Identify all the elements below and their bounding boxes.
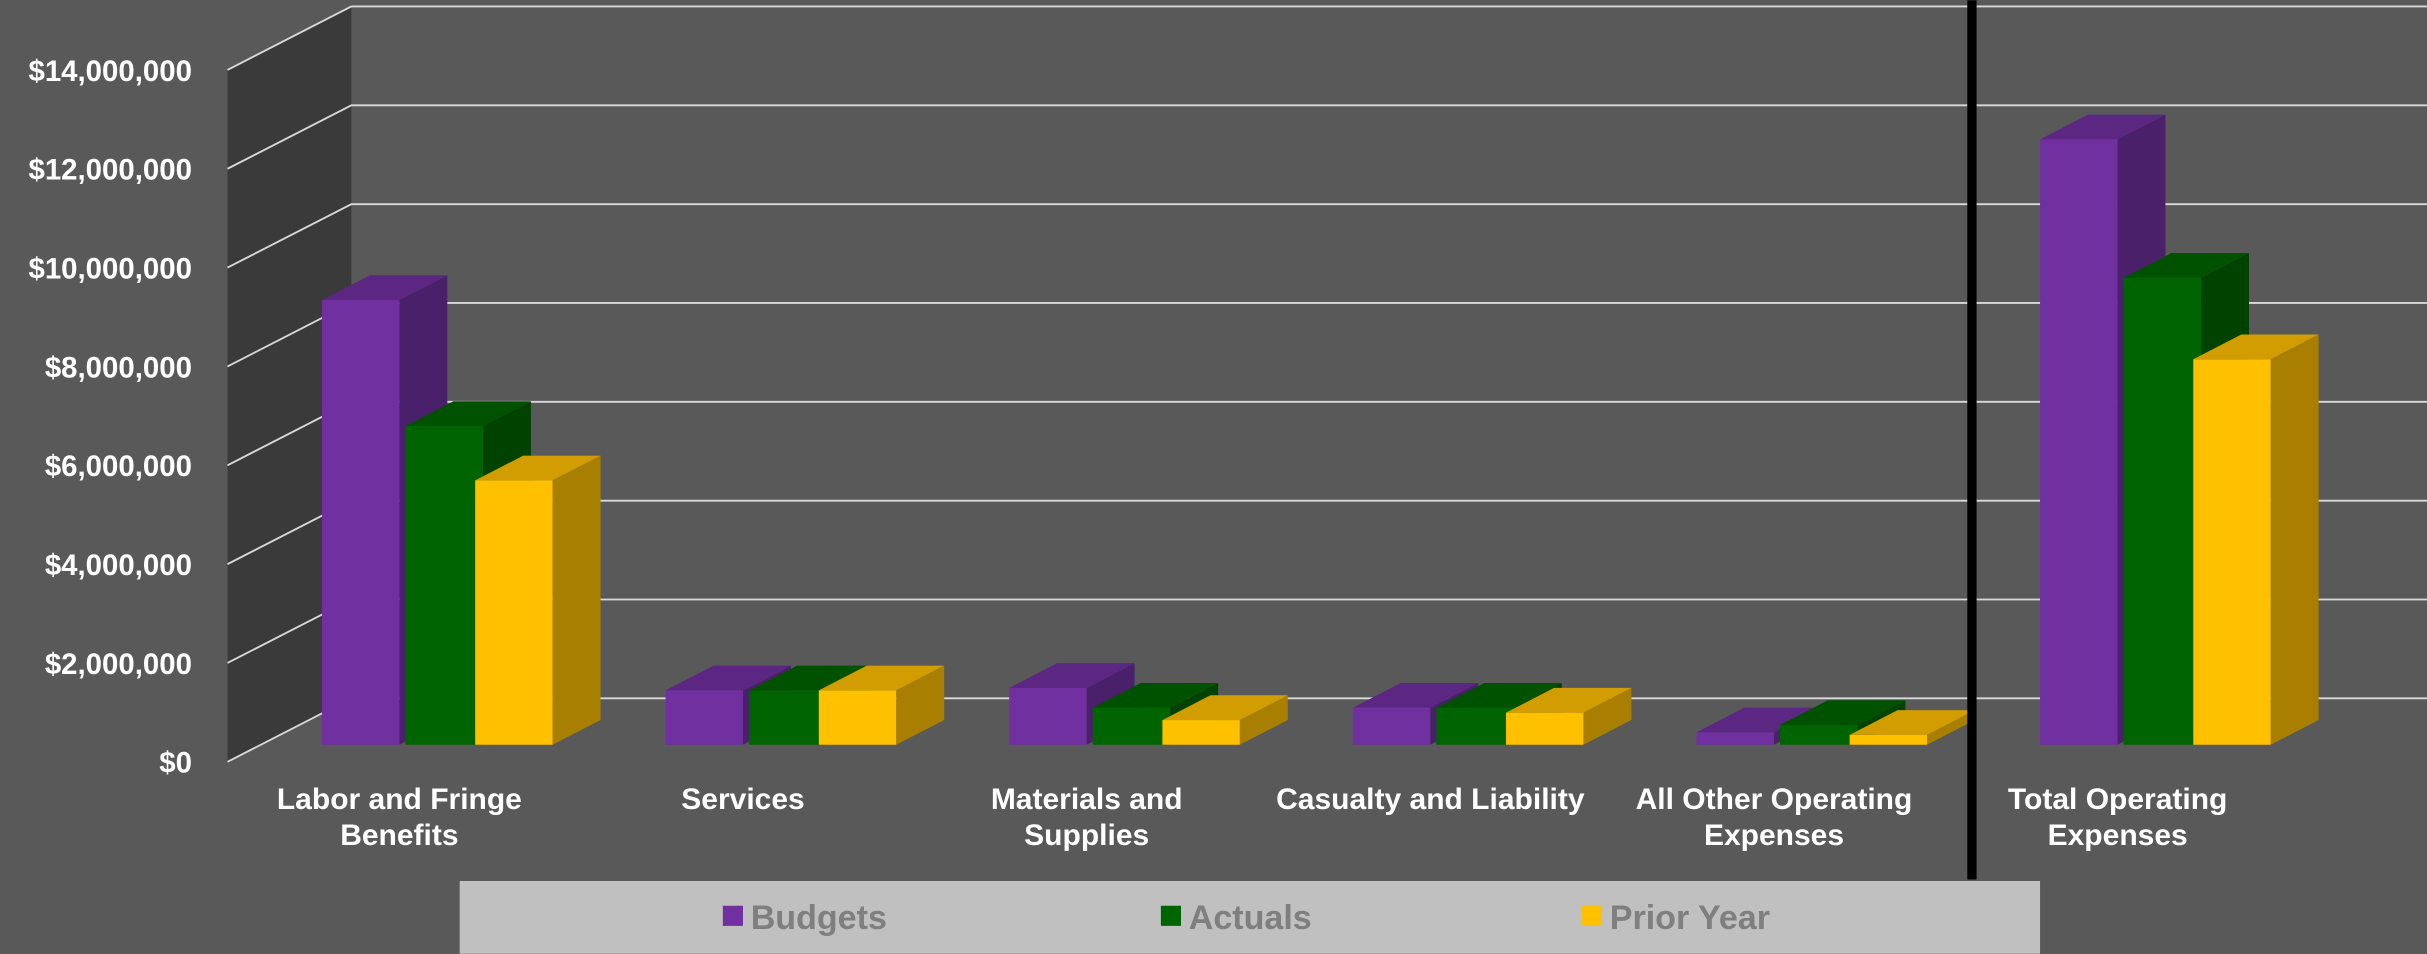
bar-front — [1849, 734, 1928, 745]
bar-front — [749, 690, 827, 745]
bar — [1162, 695, 1288, 745]
bar-side — [2270, 334, 2319, 745]
y-tick-label: $0 — [159, 747, 192, 780]
bar-side — [896, 665, 945, 745]
grid-line — [227, 5, 2427, 71]
bar-top — [1162, 695, 1288, 721]
side-wall — [227, 6, 352, 762]
bar-front — [1352, 707, 1431, 745]
legend-label: Budgets — [751, 899, 887, 937]
bar — [1506, 687, 1632, 745]
bar-front — [2193, 359, 2271, 745]
bar-top — [1352, 682, 1479, 708]
legend-swatch — [1581, 905, 1603, 926]
bar-front — [1696, 732, 1774, 745]
bar-front — [1436, 707, 1514, 745]
bar-top — [405, 401, 531, 427]
legend-swatch — [722, 905, 743, 926]
y-tick-label: $14,000,000 — [28, 55, 191, 88]
bar-front — [2040, 139, 2118, 745]
x-tick-label: Materials and Supplies — [990, 782, 1183, 852]
x-tick-label: Casualty and Liability — [1276, 782, 1585, 816]
bar-side — [1927, 710, 1976, 745]
bar-top — [1009, 663, 1135, 688]
bar-side — [1239, 695, 1288, 745]
bar-top — [1780, 700, 1906, 726]
bar-front — [1162, 720, 1240, 745]
y-tick-label: $12,000,000 — [28, 154, 191, 187]
bar-top — [1092, 682, 1219, 708]
bar-side — [1583, 687, 1632, 745]
bar-front — [1009, 687, 1087, 745]
bar — [475, 455, 601, 745]
bar-top — [818, 665, 945, 691]
legend-label: Prior Year — [1610, 899, 1770, 937]
bar-top — [475, 455, 601, 481]
y-tick-label: $6,000,000 — [45, 450, 192, 483]
bar-top — [2193, 334, 2319, 360]
bar-front — [1780, 725, 1858, 745]
y-tick-label: $8,000,000 — [45, 351, 192, 384]
bar-top — [1849, 710, 1976, 735]
x-tick-label: Total Operating Expenses — [2007, 782, 2228, 852]
bar — [1849, 710, 1976, 745]
bar-top — [665, 665, 791, 691]
bar-top — [2040, 114, 2166, 140]
bar-front — [321, 299, 400, 745]
bar — [2193, 334, 2319, 745]
bar-front — [818, 690, 897, 745]
grid-line — [227, 104, 2427, 170]
x-tick-label: Services — [681, 782, 805, 816]
bar-front — [2123, 277, 2202, 745]
grid-line — [227, 203, 2427, 269]
bar-top — [1506, 687, 1632, 713]
bar-top — [1696, 707, 1822, 733]
bar-front — [665, 690, 743, 745]
separator — [1967, 0, 1977, 880]
bar-top — [749, 665, 875, 691]
bar-front — [1092, 707, 1171, 745]
legend-items: Budgets Actuals Prior Year — [722, 899, 1770, 937]
bar-top — [2123, 252, 2249, 278]
bar-front — [1506, 712, 1584, 745]
legend-label: Actuals — [1189, 899, 1312, 937]
y-tick-label: $4,000,000 — [45, 549, 192, 582]
legend-swatch — [1160, 905, 1181, 926]
bar-side — [552, 455, 601, 745]
bars — [321, 114, 2319, 745]
x-tick-label: All Other Operating Expenses — [1635, 782, 1913, 852]
bar-top — [321, 275, 448, 300]
y-tick-label: $10,000,000 — [28, 252, 191, 285]
bar — [818, 665, 945, 745]
bar-top — [1436, 682, 1562, 708]
x-tick-label: Labor and Fringe Benefits — [276, 782, 522, 852]
bar-front — [475, 480, 553, 745]
y-tick-label: $2,000,000 — [45, 648, 192, 681]
bar-front — [405, 426, 483, 745]
